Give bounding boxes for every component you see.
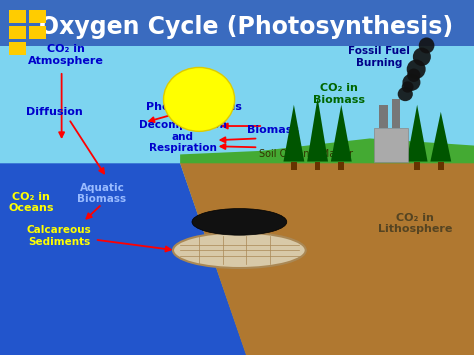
Text: Coal & Oil: Coal & Oil <box>209 217 270 227</box>
Bar <box>379 105 388 128</box>
Bar <box>29 10 46 23</box>
Ellipse shape <box>419 37 434 53</box>
Ellipse shape <box>407 69 420 82</box>
Text: Aquatic
Biomass: Aquatic Biomass <box>77 183 127 204</box>
Bar <box>315 162 320 170</box>
Polygon shape <box>180 163 474 355</box>
Bar <box>9 26 26 39</box>
Text: Photosynthesis: Photosynthesis <box>146 102 242 111</box>
Bar <box>9 42 26 55</box>
Text: Diffusion: Diffusion <box>26 107 83 117</box>
Text: Calcareous
Sediments: Calcareous Sediments <box>27 225 91 247</box>
Bar <box>29 26 46 39</box>
Polygon shape <box>407 105 428 162</box>
Text: Soil Organic Matter: Soil Organic Matter <box>259 149 353 159</box>
Ellipse shape <box>398 87 413 101</box>
Ellipse shape <box>173 233 306 268</box>
Polygon shape <box>331 105 352 162</box>
Bar <box>0 46 474 355</box>
Ellipse shape <box>401 81 413 93</box>
Text: Oxygen Cycle (Photosynthesis): Oxygen Cycle (Photosynthesis) <box>39 15 454 39</box>
Ellipse shape <box>407 59 426 79</box>
Text: CO₂ in
Atmosphere: CO₂ in Atmosphere <box>28 44 104 66</box>
Bar <box>374 128 408 162</box>
Text: Biomass: Biomass <box>246 125 299 135</box>
Text: Fossil Fuel
Burning: Fossil Fuel Burning <box>348 46 410 67</box>
Text: CO₂ in
Oceans: CO₂ in Oceans <box>8 192 54 213</box>
Bar <box>9 10 26 23</box>
Ellipse shape <box>413 48 431 66</box>
Ellipse shape <box>192 208 287 235</box>
Bar <box>291 162 297 170</box>
Polygon shape <box>430 112 451 162</box>
Ellipse shape <box>164 67 235 131</box>
Text: CO₂ in
Biomass: CO₂ in Biomass <box>313 83 365 105</box>
Text: CO₂ in
Lithosphere: CO₂ in Lithosphere <box>378 213 452 234</box>
Polygon shape <box>307 98 328 162</box>
Bar <box>392 99 400 128</box>
Bar <box>338 162 344 170</box>
Polygon shape <box>0 163 246 355</box>
Ellipse shape <box>402 74 420 91</box>
Polygon shape <box>283 105 304 162</box>
Bar <box>414 162 420 170</box>
Text: Decomposition
and
Respiration: Decomposition and Respiration <box>138 120 227 153</box>
Text: Limestone & Dolomite: Limestone & Dolomite <box>181 244 298 253</box>
Bar <box>0 0 474 46</box>
Polygon shape <box>180 138 474 163</box>
Bar <box>438 162 444 170</box>
